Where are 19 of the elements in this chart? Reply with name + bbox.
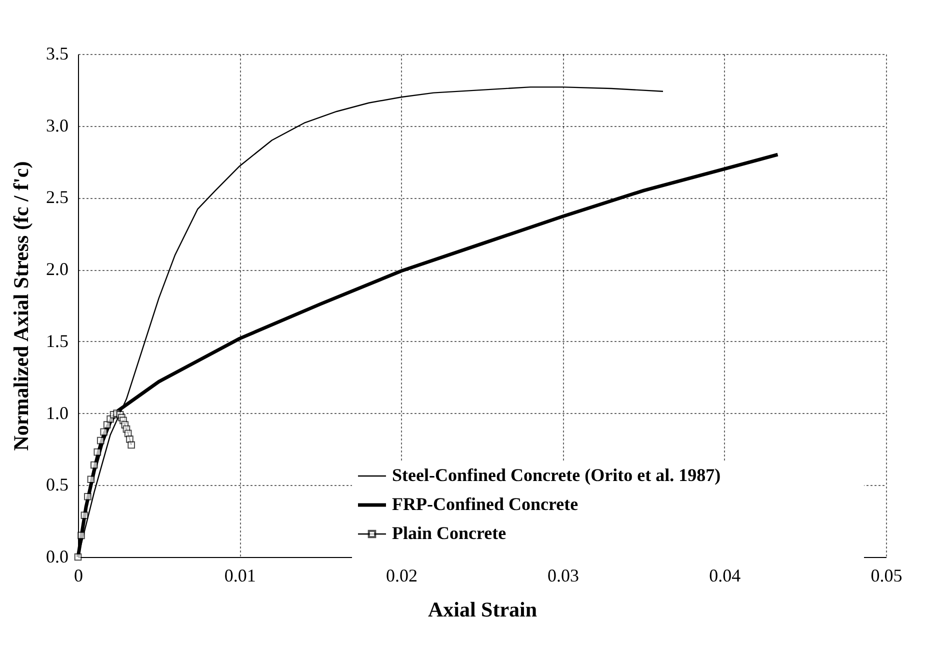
y-tick-label: 1.0 — [46, 402, 68, 423]
legend-label: FRP-Confined Concrete — [392, 494, 578, 514]
y-tick-label: 0.5 — [46, 474, 68, 495]
x-tick-label: 0.05 — [870, 566, 902, 586]
x-tick-label: 0 — [74, 566, 83, 586]
x-tick-label: 0.01 — [224, 566, 256, 586]
x-tick-label: 0.02 — [386, 566, 418, 586]
y-axis-title: Normalized Axial Stress (fc / f'c) — [9, 161, 33, 451]
x-tick-label: 0.03 — [548, 566, 580, 586]
y-tick-label: 2.0 — [46, 259, 68, 280]
y-tick-label: 1.5 — [46, 330, 68, 351]
legend-label: Plain Concrete — [392, 523, 506, 543]
y-tick-label: 3.5 — [46, 44, 68, 64]
y-tick-label: 2.5 — [46, 187, 68, 208]
x-axis-title: Axial Strain — [428, 598, 538, 622]
y-tick-label: 3.0 — [46, 115, 68, 136]
legend-label: Steel-Confined Concrete (Orito et al. 1987) — [392, 465, 721, 485]
x-tick-label: 0.04 — [709, 566, 741, 586]
y-tick-label: 0.0 — [46, 546, 68, 566]
